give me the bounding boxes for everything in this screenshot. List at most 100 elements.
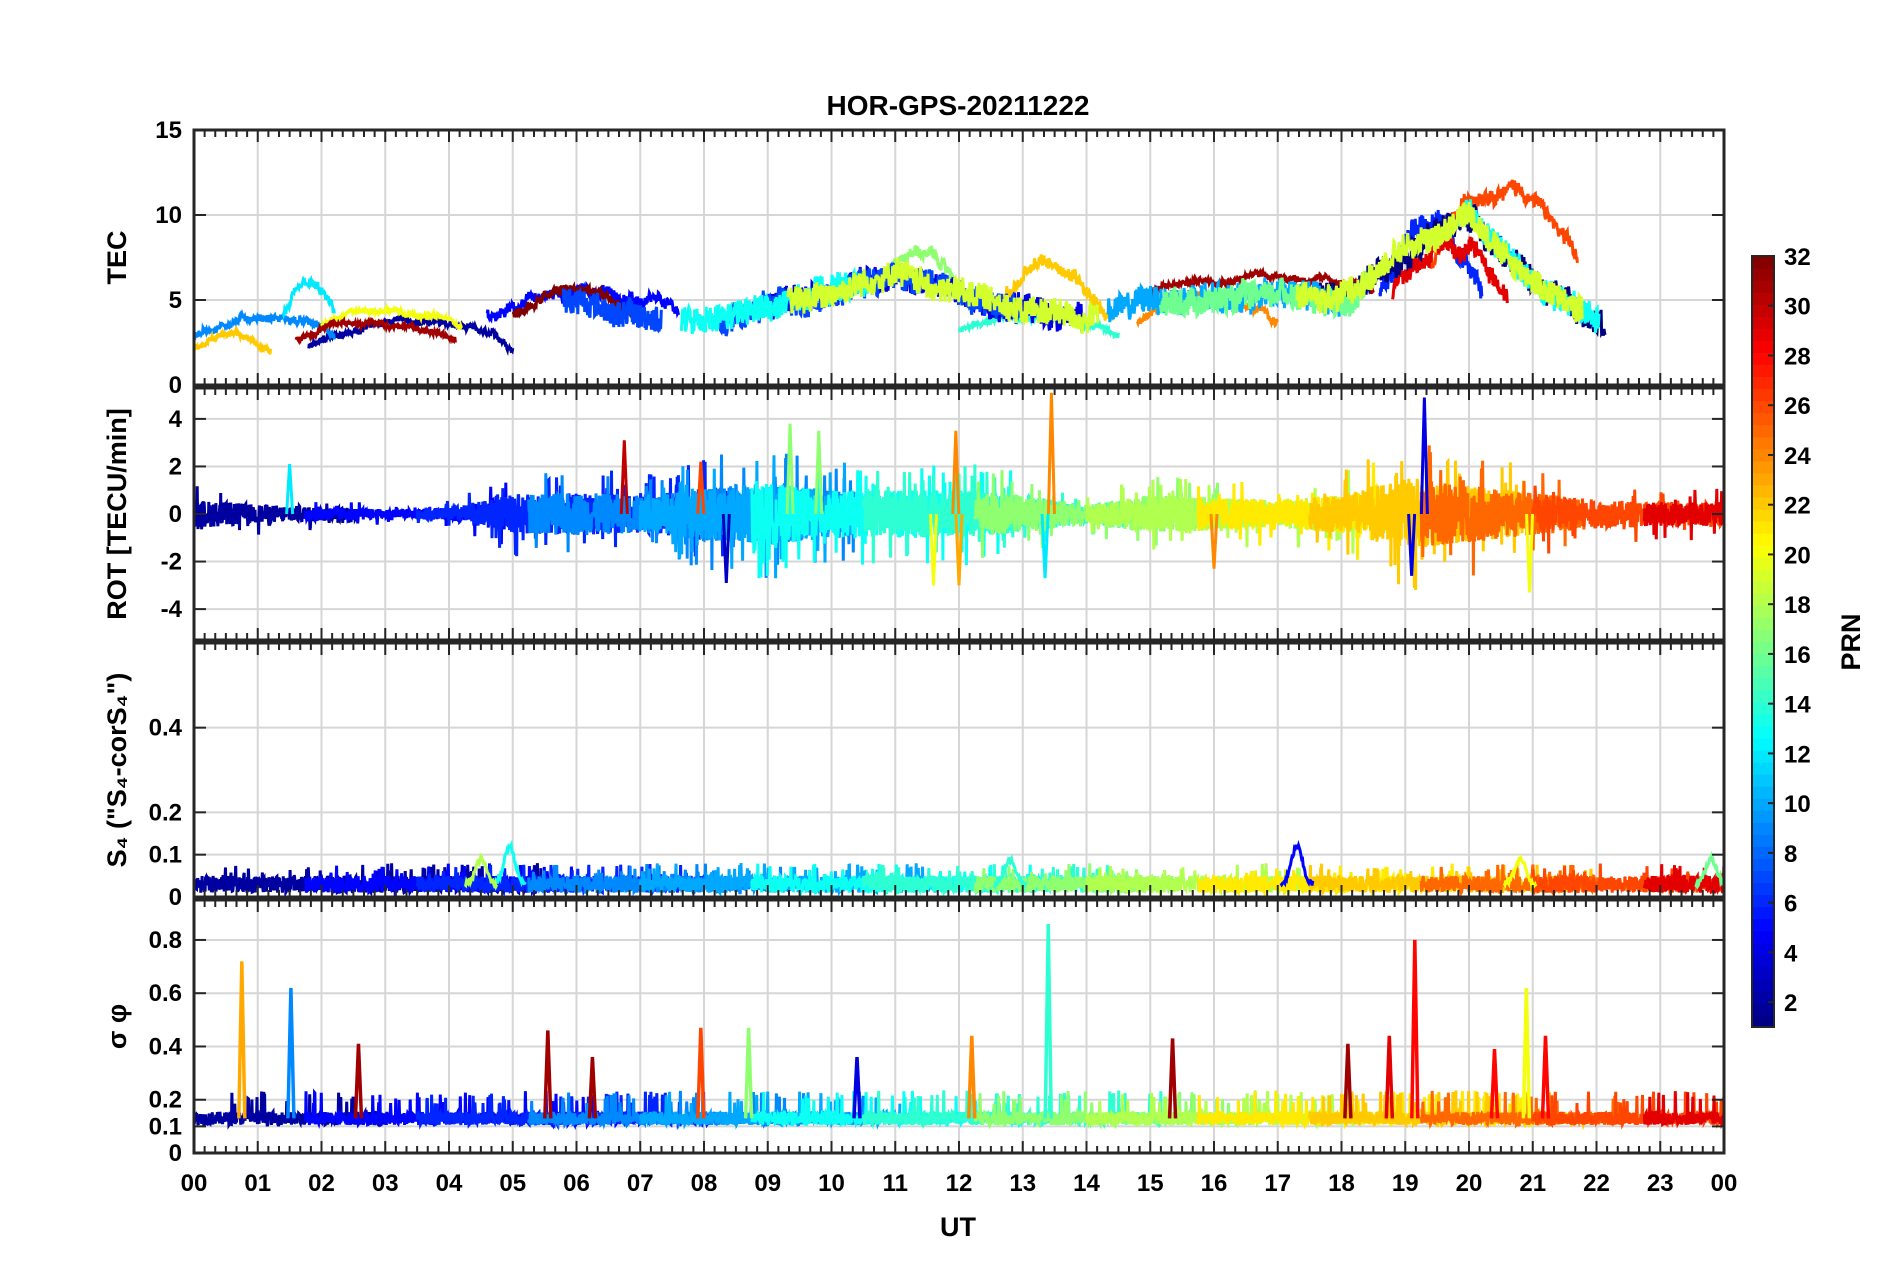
- s4-burst: [1502, 854, 1538, 890]
- colorbar-tick-label: 28: [1784, 343, 1811, 370]
- colorbar-swatch: [1752, 436, 1774, 450]
- y-tick-label: 0: [169, 884, 182, 911]
- colorbar-swatch: [1752, 858, 1774, 871]
- panel-traces: [194, 179, 1607, 357]
- x-tick-label: 20: [1456, 1170, 1483, 1197]
- colorbar-swatch: [1752, 653, 1774, 667]
- x-tick-label: 05: [499, 1170, 526, 1197]
- rot-spike: [1525, 513, 1535, 593]
- y-tick-label: 2: [169, 453, 182, 480]
- colorbar-swatch: [1752, 906, 1774, 920]
- sigphi-spike: [1489, 1049, 1500, 1119]
- colorbar-swatch: [1752, 617, 1774, 631]
- x-tick-label: 16: [1201, 1170, 1228, 1197]
- sigphi-spike: [696, 1027, 706, 1119]
- colorbar-swatch: [1752, 942, 1774, 956]
- y-tick-label: 0: [169, 1140, 182, 1167]
- colorbar-swatch: [1752, 798, 1774, 811]
- colorbar-swatch: [1752, 569, 1774, 582]
- colorbar-swatch: [1752, 882, 1774, 896]
- colorbar-swatch: [1752, 304, 1774, 317]
- colorbar-swatch: [1752, 460, 1774, 474]
- colorbar-swatch: [1752, 508, 1774, 522]
- colorbar-tick-label: 10: [1784, 791, 1811, 818]
- tec-series-prn-22: [989, 254, 1114, 321]
- y-tick-label: 4: [169, 406, 183, 433]
- colorbar-swatch: [1752, 701, 1774, 715]
- colorbar-swatch: [1752, 725, 1774, 739]
- panel-traces: [194, 923, 1724, 1131]
- x-tick-label: 08: [691, 1170, 718, 1197]
- y-tick-label: 0.2: [149, 1087, 182, 1114]
- colorbar-tick-label: 8: [1784, 841, 1797, 868]
- colorbar-swatch: [1752, 665, 1774, 679]
- colorbar-swatch: [1752, 521, 1774, 534]
- y-axis-label-tec: TEC: [102, 231, 132, 285]
- panel-traces: [194, 392, 1724, 593]
- colorbar-tick-label: 32: [1784, 244, 1811, 271]
- rot-spike: [1407, 513, 1417, 576]
- colorbar-swatch: [1752, 990, 1774, 1004]
- colorbar-tick-label: 6: [1784, 891, 1797, 918]
- colorbar-swatch: [1752, 533, 1774, 546]
- x-axis-label: UT: [940, 1212, 976, 1242]
- y-tick-label: 0.1: [149, 1113, 182, 1140]
- colorbar-frame: [1751, 255, 1775, 1028]
- s4-series-prn-18: [1085, 863, 1306, 897]
- x-tick-label: 02: [308, 1170, 335, 1197]
- tec-series-prn-22: [194, 324, 272, 355]
- colorbar-swatch: [1752, 448, 1774, 462]
- sigphi-spike: [587, 1057, 598, 1119]
- x-tick-label: 04: [436, 1170, 463, 1197]
- rot-spike: [1046, 392, 1056, 515]
- s4-burst: [492, 839, 527, 889]
- colorbar-swatch: [1752, 340, 1774, 353]
- colorbar-tick-label: 12: [1784, 741, 1811, 768]
- colorbar-swatch: [1752, 786, 1774, 799]
- tec-series-prn-19: [786, 257, 1100, 334]
- colorbar-label: PRN: [1836, 613, 1866, 670]
- panel-tec: 0 5 10 15 TEC: [102, 117, 1726, 399]
- x-tick-label: 21: [1519, 1170, 1546, 1197]
- colorbar-swatch: [1752, 930, 1774, 944]
- y-tick-label: -4: [161, 596, 183, 623]
- x-tick-label: 00: [1711, 1170, 1738, 1197]
- colorbar-swatch: [1752, 545, 1774, 558]
- tec-series-prn-12: [281, 274, 336, 320]
- rot-spike: [785, 423, 795, 515]
- rot-spike: [721, 513, 731, 584]
- colorbar-swatch: [1752, 593, 1774, 606]
- panel-sigphi: 00.10.2 0.4 0.6 0.8 σ φ: [102, 898, 1726, 1167]
- x-tick-label: 23: [1647, 1170, 1674, 1197]
- s4-burst: [1694, 850, 1724, 890]
- x-tick-label: 13: [1009, 1170, 1036, 1197]
- y-axis-label-rot: ROT [TECU/min]: [102, 408, 132, 619]
- colorbar-swatch: [1752, 774, 1774, 787]
- colorbar-swatch: [1752, 954, 1774, 968]
- x-tick-label: 07: [627, 1170, 654, 1197]
- colorbar-swatch: [1752, 870, 1774, 884]
- y-tick-label: 0.2: [149, 799, 182, 826]
- y-tick-label: 5: [169, 287, 182, 314]
- s4-burst: [992, 853, 1028, 891]
- y-tick-label: 10: [155, 202, 182, 229]
- colorbar-tick-label: 16: [1784, 642, 1811, 669]
- x-tick-label: 03: [372, 1170, 399, 1197]
- colorbar-swatch: [1752, 328, 1774, 341]
- x-tick-label: 17: [1264, 1170, 1291, 1197]
- chart-title: HOR-GPS-20211222: [826, 90, 1089, 121]
- colorbar-swatch: [1752, 472, 1774, 486]
- colorbar-tick-label: 30: [1784, 294, 1811, 321]
- colorbar-swatch: [1752, 894, 1774, 908]
- colorbar-swatch: [1752, 280, 1774, 293]
- tec-series-prn-31: [294, 316, 457, 346]
- panel-s4: 0 0.1 0.2 0.4 S₄ ("S₄-corS₄"): [102, 641, 1726, 911]
- panel-rot: -4 -2 0 2 4 ROT [TECU/min]: [102, 386, 1726, 642]
- y-tick-label: 0.1: [149, 842, 182, 869]
- tec-series-prn-13: [679, 266, 869, 335]
- colorbar-swatch: [1752, 388, 1774, 402]
- y-axis-label-s4: S₄ ("S₄-corS₄"): [102, 673, 132, 868]
